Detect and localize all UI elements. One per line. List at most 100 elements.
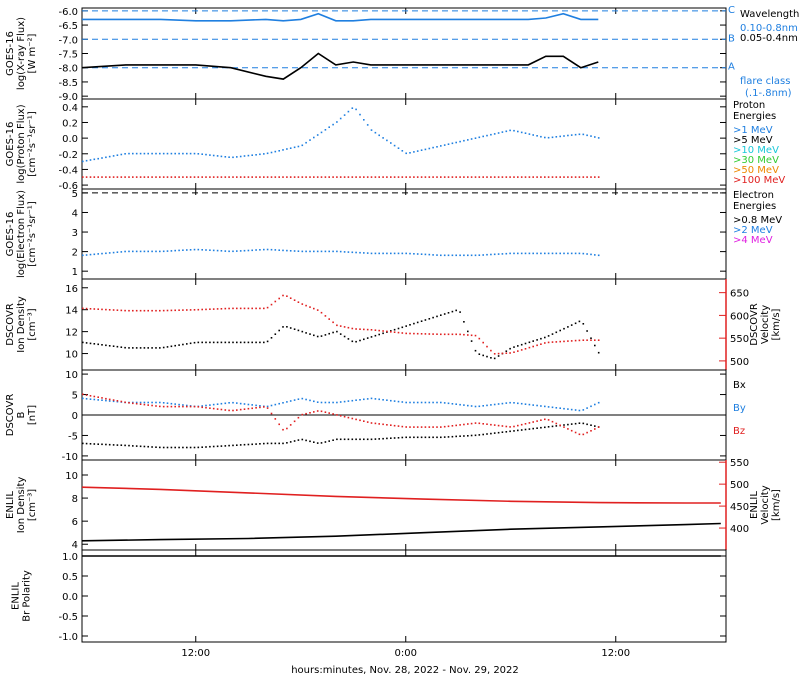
data-point (124, 250, 126, 253)
data-point (116, 251, 119, 253)
data-point (547, 176, 550, 178)
data-point (490, 133, 492, 136)
data-point (594, 425, 596, 427)
data-point (590, 135, 592, 137)
data-point (316, 134, 319, 136)
data-point (216, 249, 219, 252)
data-point (401, 332, 404, 334)
data-point (201, 406, 203, 409)
data-point (124, 401, 126, 404)
data-point (513, 351, 515, 353)
data-point (555, 331, 558, 334)
data-point (374, 329, 377, 331)
data-point (351, 251, 354, 254)
y-tick-label: -6.5 (58, 21, 78, 32)
data-point (239, 402, 242, 405)
data-point (505, 252, 508, 255)
data-point (155, 176, 157, 178)
data-point (178, 249, 180, 252)
data-point (578, 133, 581, 136)
y-tick-label: 0.4 (62, 103, 78, 114)
data-point (186, 249, 188, 251)
data-point (520, 343, 523, 346)
data-point (470, 334, 473, 337)
legend-item: Bx (733, 380, 746, 391)
data-point (570, 423, 573, 425)
data-point (182, 249, 184, 251)
data-point (236, 176, 238, 178)
data-point (366, 398, 369, 400)
y-tick-label: -0.4 (58, 165, 78, 176)
data-point (189, 309, 192, 311)
data-point (120, 346, 123, 348)
data-point (266, 442, 269, 445)
data-point (547, 335, 550, 337)
data-point (166, 446, 169, 449)
data-point (366, 438, 369, 441)
data-point (374, 438, 377, 440)
data-point (328, 176, 330, 178)
data-point (574, 431, 577, 434)
data-point (474, 176, 477, 178)
y2-axis-label: DSCOVR Velocity [km/s] (749, 303, 782, 346)
data-point (451, 142, 454, 145)
data-point (428, 147, 431, 150)
data-point (582, 409, 585, 411)
flare-level-label: A (728, 62, 735, 73)
legend-title: Energies (733, 201, 776, 212)
data-point (436, 333, 438, 335)
data-point (351, 399, 354, 402)
data-point (155, 152, 157, 155)
data-point (293, 299, 296, 301)
data-point (182, 405, 184, 408)
data-point (251, 307, 253, 310)
data-point (139, 445, 142, 448)
data-point (243, 341, 246, 344)
data-point (105, 344, 107, 347)
data-point (178, 344, 180, 346)
data-point (324, 441, 327, 443)
data-point (220, 341, 223, 344)
data-point (401, 401, 404, 403)
data-point (447, 402, 450, 405)
data-point (324, 176, 327, 178)
data-point (382, 423, 384, 426)
data-point (270, 248, 273, 251)
data-point (428, 436, 431, 439)
data-point (420, 426, 423, 428)
data-point (386, 139, 388, 142)
data-point (339, 438, 342, 441)
data-point (390, 331, 392, 333)
data-point (135, 309, 138, 312)
data-point (347, 438, 350, 441)
data-point (93, 443, 96, 445)
legend-item: 0.10-0.8nm (740, 23, 798, 34)
flare-class-title: flare class (740, 76, 790, 87)
data-point (551, 341, 554, 343)
data-point (540, 176, 542, 178)
data-point (505, 425, 508, 428)
y-axis-label: GOES-16 log(X-ray Flux) [W m⁻²] (5, 17, 38, 90)
data-point (370, 252, 373, 255)
data-point (343, 251, 346, 253)
data-point (401, 326, 404, 329)
data-point (597, 401, 600, 404)
legend-item: >1 MeV (733, 125, 773, 136)
data-point (590, 424, 592, 426)
data-point (567, 134, 569, 137)
data-point (159, 405, 161, 408)
data-point (467, 435, 469, 437)
data-point (282, 249, 284, 252)
data-point (443, 254, 446, 257)
data-point (186, 405, 188, 408)
data-point (193, 341, 196, 344)
series-line-velocity (81, 486, 721, 504)
data-point (405, 252, 407, 255)
data-point (363, 328, 365, 331)
data-point (366, 124, 369, 126)
data-point (274, 150, 277, 153)
panel-frame (81, 188, 727, 280)
data-point (343, 326, 346, 328)
data-point (212, 308, 215, 310)
data-point (328, 250, 330, 253)
